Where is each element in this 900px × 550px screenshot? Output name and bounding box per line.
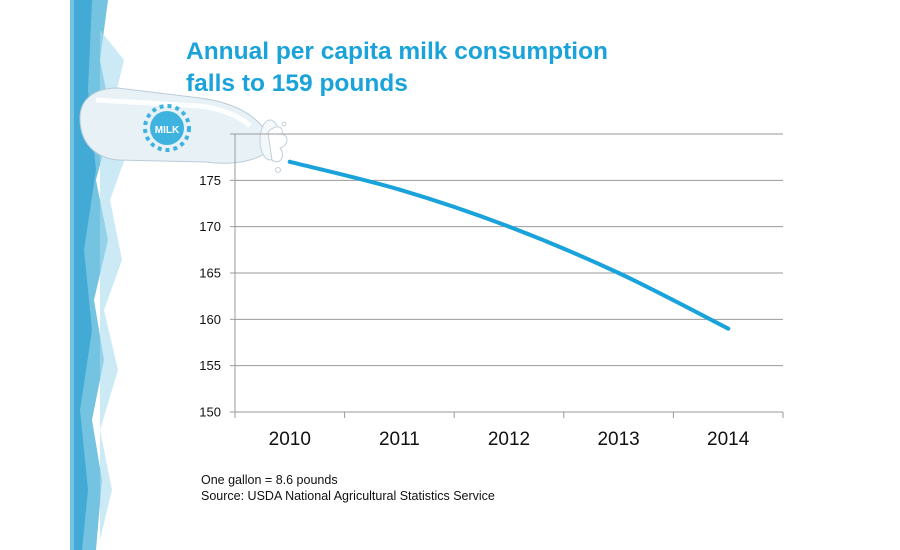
y-tick-label: 170 xyxy=(199,219,221,234)
x-tick-label: 2014 xyxy=(707,429,750,450)
svg-text:MILK: MILK xyxy=(155,125,180,136)
y-tick-label: 175 xyxy=(199,173,221,188)
data-point xyxy=(507,224,511,229)
series-line xyxy=(287,159,731,331)
footnote-source: Source: USDA National Agricultural Stati… xyxy=(201,489,495,503)
x-tick-label: 2012 xyxy=(488,429,530,450)
data-point xyxy=(616,271,621,275)
y-tick-label: 150 xyxy=(199,405,221,420)
chart-title-line-2: falls to 159 pounds xyxy=(186,70,408,97)
x-tick-label: 2010 xyxy=(269,429,311,450)
y-tick-label: 155 xyxy=(199,358,221,373)
milk-bottle: MILK xyxy=(79,87,288,173)
chart-footnotes: One gallon = 8.6 pounds Source: USDA Nat… xyxy=(201,472,495,504)
data-point xyxy=(287,159,292,164)
chart-title: Annual per capita milk consumption falls… xyxy=(186,36,608,100)
y-tick-label: 160 xyxy=(199,312,221,327)
x-tick-label: 2013 xyxy=(597,429,639,450)
chart-title-line-1: Annual per capita milk consumption xyxy=(186,38,609,65)
x-tick-label: 2011 xyxy=(379,429,420,450)
milk-splash xyxy=(267,121,288,173)
footnote-conversion: One gallon = 8.6 pounds xyxy=(201,473,338,487)
data-point xyxy=(397,187,402,192)
milk-label-icon: MILK xyxy=(143,104,191,152)
y-tick-label: 165 xyxy=(199,266,221,281)
data-point xyxy=(726,326,731,331)
